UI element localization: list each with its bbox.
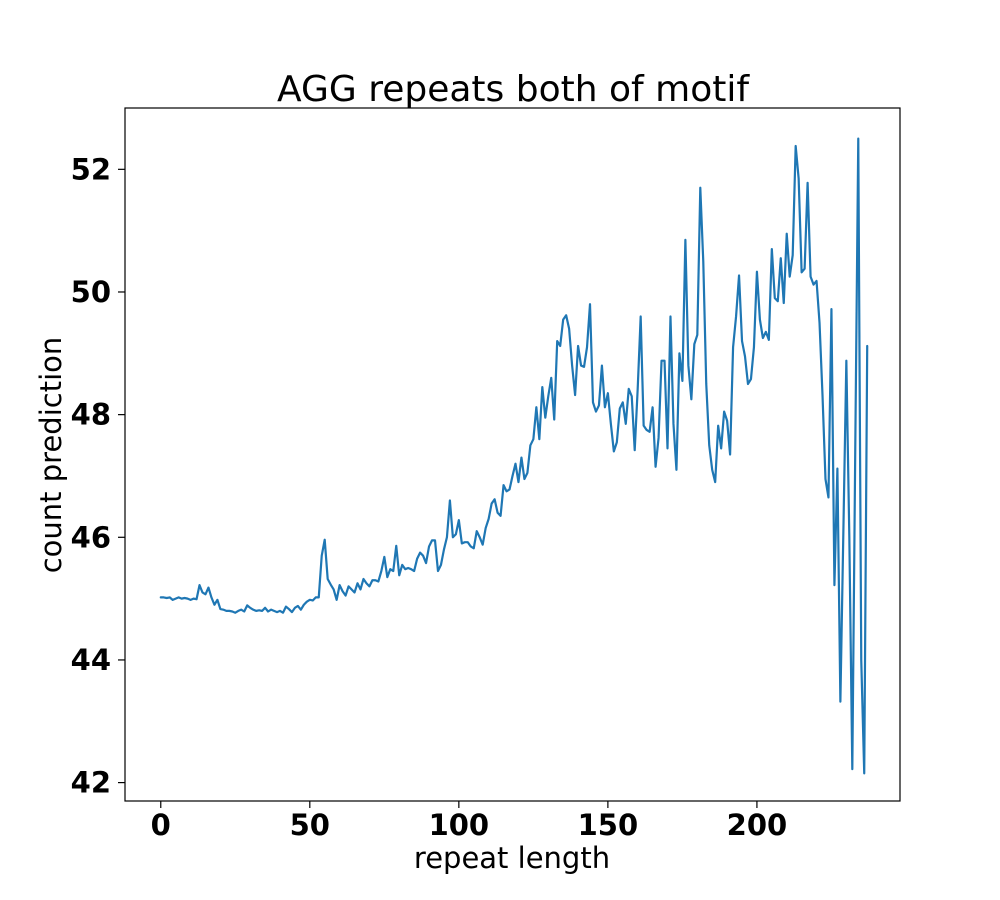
y-tick-label: 48 bbox=[71, 398, 111, 432]
x-axis: 0 50 100 150 200 bbox=[151, 801, 788, 842]
y-tick-label: 44 bbox=[71, 643, 111, 677]
y-tick-label: 42 bbox=[71, 766, 111, 800]
x-tick-label: 200 bbox=[727, 808, 788, 842]
x-tick-label: 0 bbox=[151, 808, 171, 842]
series-line bbox=[159, 137, 869, 775]
x-tick-label: 150 bbox=[578, 808, 639, 842]
y-axis-label: count prediction bbox=[34, 337, 68, 574]
chart-title: AGG repeats both of motif bbox=[277, 69, 750, 110]
y-tick-label: 52 bbox=[71, 152, 111, 186]
x-axis-label: repeat length bbox=[414, 841, 610, 875]
plot-area bbox=[124, 107, 901, 802]
y-tick-label: 50 bbox=[71, 275, 111, 309]
y-tick-label: 46 bbox=[71, 520, 111, 554]
x-tick-label: 100 bbox=[429, 808, 490, 842]
x-tick-label: 50 bbox=[290, 808, 330, 842]
plot-frame bbox=[124, 107, 901, 802]
y-axis: 42 44 46 48 50 52 bbox=[71, 152, 125, 800]
series-layer bbox=[159, 137, 869, 775]
